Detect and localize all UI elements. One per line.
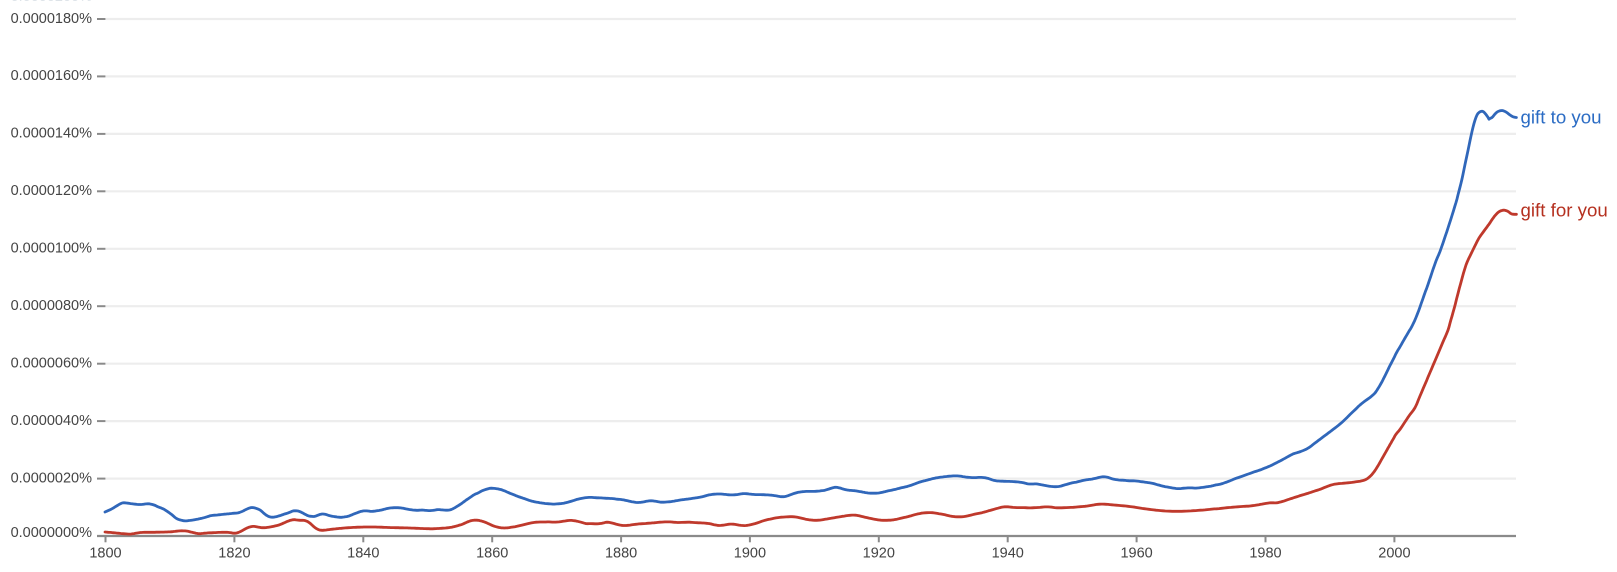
svg-text:0.0000060%: 0.0000060% [11, 356, 93, 372]
svg-text:1900: 1900 [734, 546, 766, 562]
svg-text:1800: 1800 [89, 546, 121, 562]
svg-text:0.0000040%: 0.0000040% [11, 413, 93, 429]
svg-text:1980: 1980 [1249, 546, 1281, 562]
svg-text:1940: 1940 [992, 546, 1024, 562]
svg-text:1840: 1840 [347, 546, 379, 562]
svg-text:1960: 1960 [1120, 546, 1152, 562]
svg-text:0.0000000%: 0.0000000% [11, 525, 93, 541]
svg-text:0.0000100%: 0.0000100% [11, 241, 93, 257]
svg-text:0.0000140%: 0.0000140% [11, 126, 93, 142]
svg-text:gift for you: gift for you [1521, 199, 1608, 220]
svg-text:1880: 1880 [605, 546, 637, 562]
svg-text:0.0000200%: 0.0000200% [11, 0, 93, 5]
svg-text:0.0000080%: 0.0000080% [11, 298, 93, 314]
svg-text:1860: 1860 [476, 546, 508, 562]
svg-text:0.0000160%: 0.0000160% [11, 68, 93, 84]
svg-text:1820: 1820 [218, 546, 250, 562]
svg-text:0.0000180%: 0.0000180% [11, 11, 93, 27]
svg-text:1920: 1920 [863, 546, 895, 562]
svg-text:0.0000120%: 0.0000120% [11, 183, 93, 199]
svg-text:gift to you: gift to you [1521, 107, 1602, 128]
svg-text:0.0000020%: 0.0000020% [11, 470, 93, 486]
svg-text:2000: 2000 [1378, 546, 1410, 562]
